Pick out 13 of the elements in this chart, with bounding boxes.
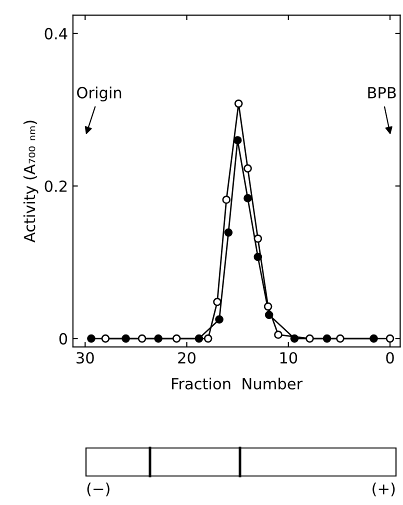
- x-tick-label: 10: [280, 352, 298, 364]
- x-tick-label: 20: [178, 352, 196, 364]
- x-axis-title: Fraction Number: [172, 378, 303, 390]
- annotation: BPB: [368, 87, 396, 98]
- x-tick-label: 0: [386, 352, 394, 364]
- y-tick-label: 0: [59, 333, 68, 345]
- y-tick-label: 0.4: [44, 28, 68, 40]
- text: (+): [372, 482, 395, 496]
- text: (−): [87, 482, 110, 496]
- x-tick-label: 30: [76, 352, 94, 364]
- y-axis-title: Activity (A₇₀₀ ₙₘ): [23, 120, 38, 243]
- y-tick-label: 0.2: [44, 180, 67, 192]
- annotation: Origin: [77, 86, 122, 102]
